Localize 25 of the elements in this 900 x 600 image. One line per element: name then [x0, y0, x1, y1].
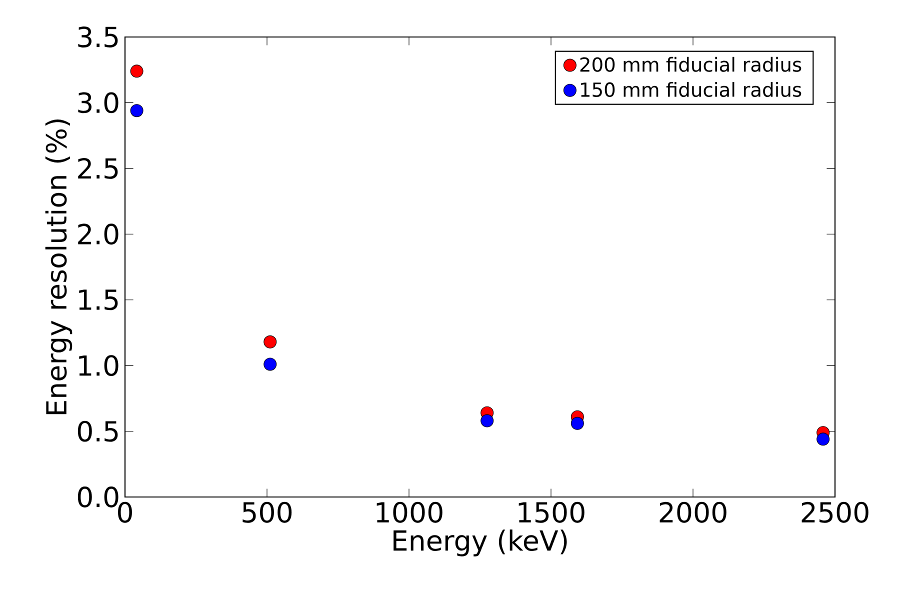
point [570, 416, 584, 430]
x-axis-title: Energy (keV) [394, 530, 567, 556]
legend-label: 150 mm fiducial radius [581, 82, 802, 97]
point [264, 335, 277, 348]
point [130, 64, 144, 78]
legend-label: 200 mm fiducial radius [580, 56, 802, 72]
y-tick-label: 0.0 [78, 486, 118, 508]
point [816, 432, 830, 446]
x-tick-label: 1500 [518, 502, 584, 523]
x-tick-label: 2000 [660, 502, 726, 523]
x-tick-label: 1000 [376, 502, 442, 523]
point [264, 358, 277, 371]
y-tick-label: 3.0 [78, 92, 118, 114]
y-tick-label: 1.5 [79, 290, 118, 310]
x-tick-label: 500 [242, 502, 292, 523]
x-tick-label: 2500 [802, 502, 868, 523]
y-tick-label: 1.0 [79, 355, 118, 376]
y-tick-label: 0.5 [78, 420, 118, 442]
point [130, 104, 144, 118]
y-axis-title: Energy resolution (%) [45, 119, 72, 414]
y-tick-label: 2.5 [78, 158, 118, 179]
point [480, 414, 494, 428]
y-tick-label: 2.0 [78, 224, 118, 245]
x-tick-label: 0 [118, 502, 132, 523]
y-tick-label: 3.5 [78, 26, 118, 48]
